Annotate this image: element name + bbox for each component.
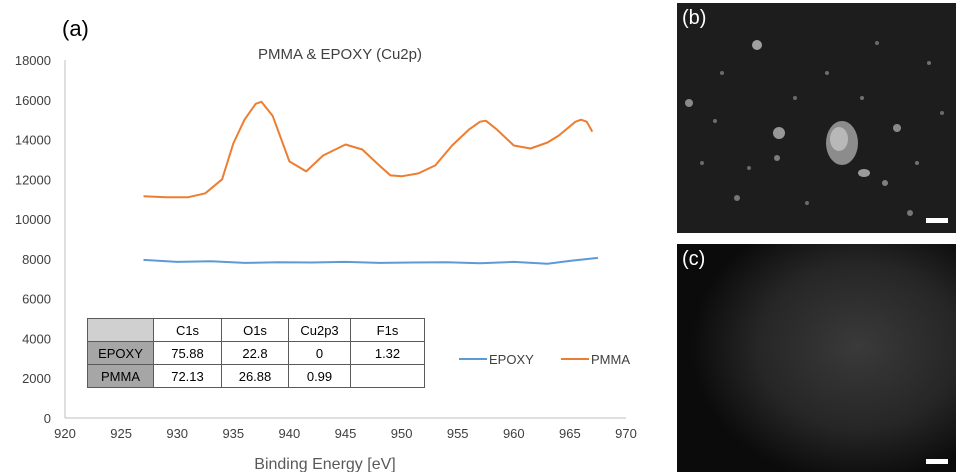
- table-header-c1s: C1s: [153, 318, 222, 342]
- x-tick-label: 935: [222, 426, 244, 441]
- table-cell: 22.8: [221, 341, 289, 365]
- chart-title: PMMA & EPOXY (Cu2p): [258, 46, 422, 63]
- table-header-row: C1s O1s Cu2p3 F1s: [87, 318, 425, 342]
- x-tick-label: 945: [335, 426, 357, 441]
- y-tick-label: 0: [44, 411, 51, 426]
- panel-label-a: (a): [62, 16, 89, 41]
- sem-image-b: (b): [677, 3, 956, 233]
- table-row-label: PMMA: [87, 364, 154, 388]
- x-tick-label: 920: [54, 426, 76, 441]
- scale-bar: [926, 459, 948, 464]
- xps-chart: (a) PMMA & EPOXY (Cu2p) Binding Energy […: [15, 16, 637, 472]
- y-tick-label: 4000: [22, 331, 51, 346]
- sem-image-c: (c): [677, 244, 956, 472]
- legend: EPOXY PMMA: [459, 352, 630, 367]
- table-header-f1s: F1s: [350, 318, 425, 342]
- y-tick-label: 12000: [15, 172, 51, 187]
- series-line-pmma: [143, 100, 594, 199]
- table-row-label: EPOXY: [87, 341, 154, 365]
- y-tick-label: 6000: [22, 292, 51, 307]
- table-cell: 75.88: [153, 341, 222, 365]
- glow-texture: [677, 244, 956, 472]
- panel-label-c: (c): [682, 248, 706, 270]
- x-tick-label: 960: [503, 426, 525, 441]
- series-lines: [143, 100, 599, 265]
- scale-bar: [926, 218, 948, 223]
- y-tick-label: 18000: [15, 53, 51, 68]
- x-tick-label: 955: [447, 426, 469, 441]
- legend-label-pmma: PMMA: [591, 352, 630, 367]
- y-tick-label: 16000: [15, 93, 51, 108]
- legend-label-epoxy: EPOXY: [489, 352, 534, 367]
- table-row: PMMA 72.13 26.88 0.99: [87, 364, 425, 388]
- x-tick-label: 925: [110, 426, 132, 441]
- y-tick-labels: 0 2000 4000 6000 8000 10000 12000 14000 16000 180…: [15, 53, 51, 426]
- x-tick-label: 950: [391, 426, 413, 441]
- y-tick-label: 8000: [22, 252, 51, 267]
- particle-texture: [685, 40, 944, 216]
- table-row: EPOXY 75.88 22.8 0 1.32: [87, 341, 425, 365]
- x-tick-label: 970: [615, 426, 637, 441]
- panel-label-b: (b): [682, 7, 707, 29]
- y-tick-label: 2000: [22, 371, 51, 386]
- series-line-epoxy: [143, 256, 599, 265]
- table-cell: [350, 364, 425, 388]
- table-header-o1s: O1s: [221, 318, 289, 342]
- table-cell: 0: [288, 341, 351, 365]
- y-tick-label: 10000: [15, 212, 51, 227]
- x-tick-label: 965: [559, 426, 581, 441]
- y-tick-label: 14000: [15, 133, 51, 148]
- table-cell: 72.13: [153, 364, 222, 388]
- x-tick-label: 940: [279, 426, 301, 441]
- x-tick-label: 930: [166, 426, 188, 441]
- table-cell: 1.32: [350, 341, 425, 365]
- table-cell: 0.99: [288, 364, 351, 388]
- composition-table: C1s O1s Cu2p3 F1s EPOXY 75.88 22.8 0 1.3…: [87, 318, 425, 388]
- x-axis-label: Binding Energy [eV]: [254, 456, 395, 472]
- table-corner-cell: [87, 318, 154, 342]
- table-cell: 26.88: [221, 364, 289, 388]
- x-tick-labels: 920 925 930 935 940 945 950 955 960 965 970: [54, 426, 637, 441]
- table-header-cu2p3: Cu2p3: [288, 318, 351, 342]
